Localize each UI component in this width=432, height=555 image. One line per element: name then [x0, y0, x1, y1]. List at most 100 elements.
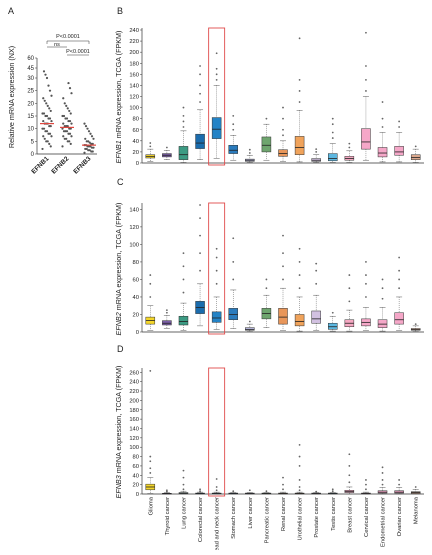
- box-outlier: [348, 146, 351, 149]
- box-outlier: [199, 101, 201, 103]
- box-outlier: [381, 101, 384, 103]
- panel-a-data-point: [63, 102, 66, 105]
- panel-a-ytick-label: 60: [27, 56, 34, 62]
- box-outlier: [298, 465, 301, 467]
- panel-letter-d: D: [117, 344, 124, 354]
- cancer-type-label: Glioma: [148, 496, 154, 515]
- panel-a-data-point: [86, 145, 89, 148]
- box-outlier: [298, 455, 301, 458]
- box-outlier: [182, 265, 185, 268]
- panel-a-data-point: [89, 132, 92, 135]
- box-outlier: [165, 146, 168, 149]
- box-outlier: [331, 137, 334, 139]
- box-outlier: [182, 106, 185, 109]
- box: [195, 133, 205, 149]
- box: [377, 147, 388, 158]
- panel-a-data-point: [66, 107, 69, 110]
- box-outlier: [199, 73, 201, 76]
- ytick-label: 40: [133, 295, 139, 301]
- box: [245, 327, 255, 331]
- panel-a-ytick-label: 30: [27, 76, 34, 82]
- panel-a-data-point: [70, 122, 73, 125]
- ytick-label: 140: [129, 207, 139, 213]
- box-outlier: [298, 101, 301, 103]
- box-outlier: [199, 488, 201, 491]
- box-outlier: [331, 490, 334, 493]
- panel-a-data-point: [68, 127, 71, 130]
- panel-a-data-point: [46, 104, 49, 107]
- panel-a-data-point: [44, 130, 47, 133]
- panel-a-data-point: [84, 147, 87, 151]
- panel-a-data-point: [48, 125, 51, 128]
- box-outlier: [331, 117, 334, 120]
- box-outlier: [398, 479, 401, 481]
- ytick-label: 180: [129, 61, 139, 67]
- panel-a-data-point: [67, 119, 70, 123]
- panel-a-data-point: [87, 149, 90, 152]
- box-outlier: [331, 311, 334, 314]
- panel-a-ytick-label: 5: [31, 139, 35, 145]
- panel-a-data-point: [63, 137, 66, 140]
- cancer-type-label: Stomach cancer: [231, 497, 237, 539]
- ytick-label: 40: [133, 139, 139, 145]
- box-outlier: [149, 282, 152, 285]
- ytick-label: 80: [133, 117, 139, 123]
- box-outlier: [365, 31, 367, 34]
- box-outlier: [298, 78, 301, 81]
- ytick-label: 60: [133, 128, 139, 134]
- panel-letter-c: C: [117, 177, 124, 187]
- box-outlier: [398, 483, 401, 486]
- cancer-type-label: Lung cancer: [181, 497, 187, 529]
- ytick-label: 200: [129, 50, 139, 56]
- ytick-label: 120: [129, 225, 139, 231]
- box-outlier: [232, 237, 235, 240]
- box-outlier: [365, 90, 367, 92]
- highlight-box-head-and-neck: [208, 27, 226, 166]
- box-outlier: [265, 287, 268, 290]
- box-outlier: [248, 152, 251, 154]
- box-outlier: [215, 256, 218, 259]
- box-outlier: [381, 278, 384, 281]
- ytick-label: 0: [136, 330, 139, 336]
- box-outlier: [348, 481, 351, 484]
- box-outlier: [381, 287, 384, 290]
- box-outlier: [182, 469, 185, 472]
- box-outlier: [381, 466, 384, 469]
- box: [228, 308, 238, 320]
- ytick-label: 20: [133, 483, 139, 489]
- panel-a-significance: P<0.0001 ns P<0.0001: [46, 34, 90, 56]
- panel-a-data-point: [50, 94, 53, 97]
- panel-a-data-point: [69, 112, 72, 115]
- panel-a-ytick-label: 20: [27, 101, 34, 107]
- box-outlier: [315, 151, 318, 153]
- box-outlier: [298, 287, 301, 290]
- box-outlier: [282, 117, 284, 120]
- box-outlier: [331, 123, 334, 126]
- panel-a-data-point: [42, 97, 45, 100]
- panel-a-data-point: [90, 142, 93, 145]
- box-outlier: [199, 65, 201, 67]
- box-outlier: [331, 488, 334, 491]
- box-outlier: [381, 472, 384, 474]
- box-outlier: [199, 490, 201, 493]
- box-outlier: [248, 320, 251, 323]
- ytick-label: 60: [133, 277, 139, 283]
- ytick-label: 220: [129, 389, 139, 395]
- box-outlier: [215, 478, 218, 480]
- annotation-p-efnb2-efnb3: P<0.0001: [66, 49, 90, 55]
- ytick-label: 240: [129, 380, 139, 386]
- box-outlier: [315, 490, 318, 493]
- panel-a-y-axis: 0 5 10 15 20 25 30 45 60: [27, 56, 97, 158]
- box: [278, 308, 288, 325]
- panel-a-data-point: [86, 127, 89, 130]
- panel-a-x-labels: EFNB1 EFNB2 EFNB3: [30, 155, 92, 175]
- box-outlier: [149, 467, 152, 470]
- annotation-p-efnb1-efnb3: P<0.0001: [56, 34, 80, 40]
- ytick-label: 0: [136, 492, 139, 498]
- panel-a-data-point: [61, 127, 64, 130]
- box-outlier: [348, 142, 351, 145]
- box-outlier: [298, 274, 301, 276]
- box-outlier: [182, 252, 185, 255]
- box-outlier: [298, 261, 301, 263]
- panel-a-data-point: [84, 125, 88, 128]
